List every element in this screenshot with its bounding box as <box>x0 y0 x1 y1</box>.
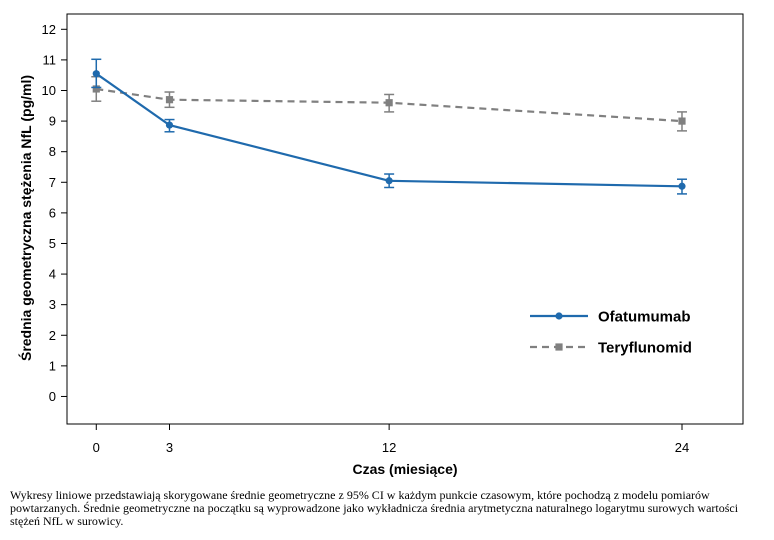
y-tick-label: 4 <box>49 267 56 282</box>
x-axis: 0 3 12 24 <box>93 424 689 455</box>
y-tick-label: 10 <box>42 83 56 98</box>
y-tick-label: 5 <box>49 236 56 251</box>
data-point <box>92 70 100 78</box>
y-tick-label: 11 <box>43 52 57 67</box>
series-teryflunomid <box>91 75 687 132</box>
figure-caption: Wykresy liniowe przedstawiają skorygowan… <box>10 488 739 528</box>
x-tick-label: 12 <box>382 440 396 455</box>
data-point <box>678 117 686 125</box>
x-tick-label: 0 <box>93 440 100 455</box>
y-tick-label: 7 <box>49 175 56 190</box>
legend: Ofatumumab Teryflunomid <box>530 309 692 357</box>
y-tick-label: 1 <box>49 358 56 373</box>
series-line <box>96 87 683 123</box>
y-tick-label: 8 <box>49 144 56 159</box>
data-point <box>385 99 393 107</box>
series-ofatumumab <box>91 58 687 195</box>
legend-marker <box>555 312 563 320</box>
data-point <box>92 85 100 93</box>
legend-label: Ofatumumab <box>598 309 691 326</box>
x-tick-label: 3 <box>166 440 173 455</box>
y-tick-label: 2 <box>49 328 56 343</box>
y-tick-label: 3 <box>49 297 56 312</box>
data-point <box>678 182 686 190</box>
legend-label: Teryflunomid <box>598 340 692 357</box>
y-tick-label: 12 <box>42 22 56 37</box>
data-point <box>165 96 174 104</box>
x-tick-label: 24 <box>675 440 689 455</box>
legend-marker <box>555 343 563 351</box>
y-tick-label: 9 <box>49 114 56 129</box>
y-tick-label: 0 <box>49 389 56 404</box>
data-point <box>165 121 174 129</box>
y-axis-title: Średnia geometryczna stężenia NfL (pg/ml… <box>17 75 34 361</box>
data-point <box>385 177 393 185</box>
series-layer <box>91 58 687 195</box>
y-tick-label: 6 <box>49 205 56 220</box>
x-axis-title: Czas (miesiące) <box>352 461 457 477</box>
series-line <box>95 72 683 188</box>
plot-frame <box>66 13 744 425</box>
